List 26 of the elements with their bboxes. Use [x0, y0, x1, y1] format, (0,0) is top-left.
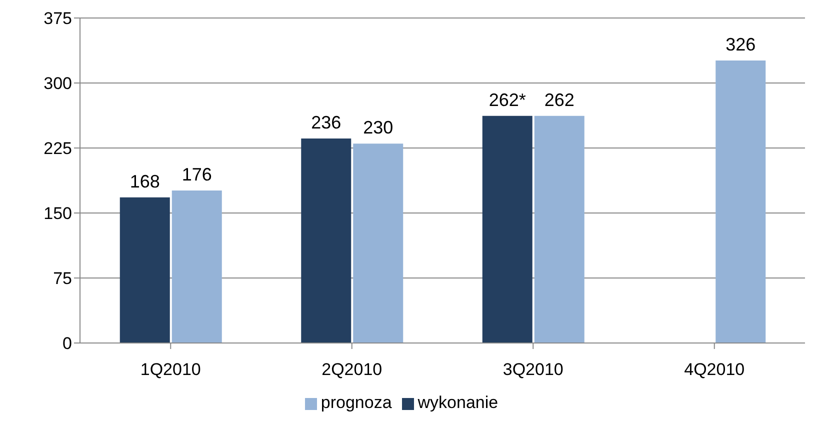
x-tick-label: 1Q2010 — [140, 360, 201, 380]
y-tick-label: 225 — [44, 139, 72, 158]
data-label: 230 — [363, 118, 394, 138]
bar — [716, 60, 766, 343]
data-label: 176 — [182, 164, 212, 184]
bar — [534, 116, 584, 343]
data-label: 262* — [488, 90, 526, 110]
bar — [120, 197, 170, 343]
y-tick-label: 75 — [53, 269, 72, 288]
data-label: 262 — [544, 90, 574, 110]
legend-label: prognoza — [320, 393, 392, 412]
y-tick-label: 0 — [62, 334, 72, 354]
y-tick-label: 300 — [44, 74, 72, 94]
bar — [301, 138, 352, 343]
y-tick-label: 375 — [44, 9, 72, 28]
legend-label: wykonanie — [418, 393, 498, 412]
x-tick-label: 2Q2010 — [322, 360, 382, 380]
x-tick-label: 4Q2010 — [684, 360, 745, 380]
data-label: 236 — [311, 112, 342, 132]
x-tick-label: 3Q2010 — [502, 360, 564, 380]
y-tick-label: 150 — [44, 204, 72, 224]
data-label: 168 — [130, 171, 160, 192]
bar — [482, 116, 532, 343]
data-label: 326 — [726, 34, 756, 54]
bar — [172, 190, 222, 343]
bar — [353, 144, 404, 343]
